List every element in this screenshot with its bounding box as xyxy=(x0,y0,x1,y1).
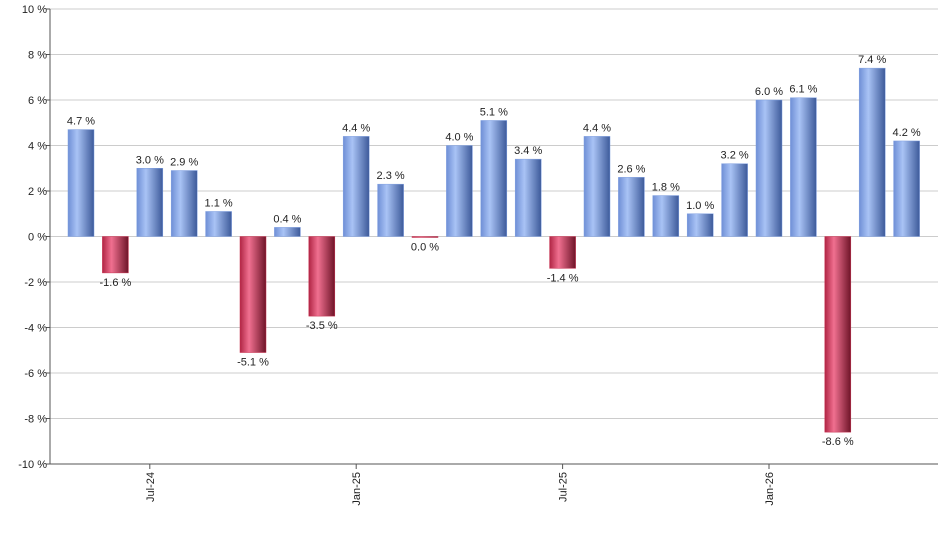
bar xyxy=(686,213,714,237)
bar xyxy=(308,236,336,317)
x-tick-label: Jul-24 xyxy=(145,472,157,502)
bar xyxy=(858,67,886,237)
value-label: 4.0 % xyxy=(445,132,473,144)
bar xyxy=(652,195,680,237)
y-tick-label: -6 % xyxy=(24,368,47,380)
y-tick-label: -10 % xyxy=(18,459,47,471)
bar xyxy=(67,129,95,237)
value-label: 3.4 % xyxy=(514,145,542,157)
bar xyxy=(342,136,370,237)
value-label: -3.5 % xyxy=(306,320,338,332)
bar xyxy=(170,170,198,237)
bar xyxy=(824,236,852,433)
bar xyxy=(239,236,267,353)
value-label: 5.1 % xyxy=(480,106,508,118)
bar xyxy=(274,227,301,237)
value-label: 4.2 % xyxy=(893,127,921,139)
value-label: 2.3 % xyxy=(377,170,405,182)
bar xyxy=(411,236,439,238)
y-tick-label: 4 % xyxy=(28,141,47,153)
value-label: 0.0 % xyxy=(411,242,439,254)
y-tick-label: 2 % xyxy=(28,186,47,198)
x-tick-label: Jan-25 xyxy=(351,472,363,506)
value-label: 4.4 % xyxy=(583,122,611,134)
value-label: 3.0 % xyxy=(136,154,164,166)
value-label: 3.2 % xyxy=(721,150,749,162)
y-tick-label: 0 % xyxy=(28,232,47,244)
value-label: 1.1 % xyxy=(205,197,233,209)
value-label: 6.0 % xyxy=(755,86,783,98)
value-label: 2.9 % xyxy=(170,157,198,169)
value-label: -1.4 % xyxy=(547,272,579,284)
value-label: 2.6 % xyxy=(617,163,645,175)
value-label: 6.1 % xyxy=(789,84,817,96)
x-tick-label: Jul-25 xyxy=(558,472,570,502)
bar xyxy=(583,136,611,237)
bar xyxy=(721,163,748,237)
y-tick-label: -4 % xyxy=(24,323,47,335)
bar xyxy=(446,145,473,237)
bar xyxy=(618,177,645,237)
value-label: 0.4 % xyxy=(273,213,301,225)
bar xyxy=(136,168,164,237)
y-tick-label: -2 % xyxy=(24,277,47,289)
value-label: 1.0 % xyxy=(686,200,714,212)
bar xyxy=(755,99,783,237)
value-label: 4.7 % xyxy=(67,116,95,128)
y-tick-label: 6 % xyxy=(28,95,47,107)
bar xyxy=(377,183,404,237)
bar xyxy=(549,236,576,269)
value-label: 4.4 % xyxy=(342,122,370,134)
bar xyxy=(893,140,920,237)
x-tick-label: Jan-26 xyxy=(764,472,776,506)
bar xyxy=(205,211,232,237)
y-tick-label: 8 % xyxy=(28,50,47,62)
bar xyxy=(514,158,542,237)
value-label: 1.8 % xyxy=(652,182,680,194)
value-label: -5.1 % xyxy=(237,357,269,369)
value-label: -1.6 % xyxy=(100,277,132,289)
y-tick-label: -8 % xyxy=(24,414,47,426)
bar xyxy=(790,97,817,237)
value-label: -8.6 % xyxy=(822,436,854,448)
value-label: 7.4 % xyxy=(858,54,886,66)
bar xyxy=(480,120,508,237)
y-tick-label: 10 % xyxy=(22,4,47,16)
bar xyxy=(102,236,129,274)
